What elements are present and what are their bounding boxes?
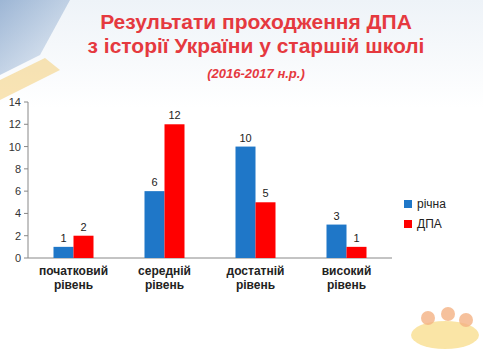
- text-line: з історії України у старшій школі: [88, 34, 425, 57]
- text-line: рівень: [236, 278, 275, 292]
- data-label: 1: [60, 232, 66, 244]
- bar: [256, 202, 276, 258]
- text-line: рівень: [327, 278, 366, 292]
- legend-label: річна: [417, 197, 446, 211]
- y-tick: [24, 168, 28, 169]
- text-line: високий: [322, 264, 372, 278]
- y-tick: [24, 191, 28, 192]
- y-tick: [24, 124, 28, 125]
- text-line: рівень: [145, 278, 184, 292]
- decoration: [0, 58, 60, 100]
- data-labels: 1 6 10 3 2 12 5 1: [60, 109, 359, 244]
- chart-root: Результати проходження ДПАз історії Укра…: [0, 0, 483, 360]
- background: [0, 0, 483, 360]
- bar: [145, 191, 165, 258]
- y-tick-label: 12: [9, 118, 21, 130]
- data-label: 3: [333, 210, 339, 222]
- data-label: 12: [168, 109, 180, 121]
- decoration: [459, 313, 473, 327]
- data-label: 6: [151, 176, 157, 188]
- bar: [54, 247, 74, 258]
- legend-swatch: [404, 220, 412, 228]
- x-tick-label: середнійрівень: [138, 264, 191, 292]
- data-label: 5: [262, 187, 268, 199]
- y-tick-label: 6: [15, 185, 21, 197]
- title: Результати проходження ДПАз історії Укра…: [88, 10, 425, 57]
- text-line: рівень: [54, 278, 93, 292]
- text-line: достатній: [227, 264, 285, 278]
- bars: [54, 124, 367, 258]
- y-tick-label: 4: [15, 207, 21, 219]
- y-axis: [28, 102, 29, 258]
- text-line: початковий: [39, 264, 108, 278]
- text-line: середній: [138, 264, 191, 278]
- subtitle: (2016-2017 н.р.): [207, 66, 304, 81]
- decoration: [421, 311, 435, 325]
- legend-swatch: [404, 200, 412, 208]
- y-tick: [24, 258, 28, 259]
- bar: [236, 147, 256, 258]
- y-tick: [24, 146, 28, 147]
- y-tick: [24, 102, 28, 103]
- data-label: 2: [80, 221, 86, 233]
- data-label: 10: [239, 132, 251, 144]
- text-line: Результати проходження ДПА: [100, 10, 412, 33]
- y-tick-label: 0: [15, 252, 21, 264]
- decoration: [441, 307, 455, 321]
- bar: [74, 236, 94, 258]
- y-tick-label: 14: [9, 96, 21, 108]
- y-tick: [24, 235, 28, 236]
- chart-svg: Результати проходження ДПАз історії Укра…: [0, 0, 483, 360]
- x-tick-label: достатнійрівень: [227, 264, 285, 292]
- data-label: 1: [353, 232, 359, 244]
- y-tick: [24, 213, 28, 214]
- y-tick-label: 8: [15, 163, 21, 175]
- legend-label: ДПА: [417, 217, 442, 231]
- y-tick-label: 2: [15, 230, 21, 242]
- y-tick-label: 10: [9, 141, 21, 153]
- bar: [347, 247, 367, 258]
- x-tick-label: високийрівень: [322, 264, 372, 292]
- bar: [327, 225, 347, 258]
- x-tick-label: початковийрівень: [39, 264, 108, 292]
- bar: [165, 124, 185, 258]
